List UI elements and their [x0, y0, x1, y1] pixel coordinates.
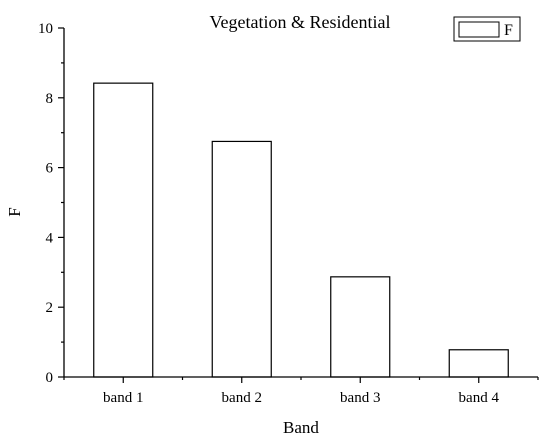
y-axis-title: F — [5, 207, 24, 216]
x-tick-label: band 1 — [103, 390, 143, 406]
x-axis-title: Band — [283, 418, 319, 437]
bar-band-1 — [93, 82, 154, 378]
legend-label: F — [504, 22, 513, 39]
bar-band-2 — [211, 140, 272, 378]
x-tick-label: band 4 — [459, 390, 500, 406]
bar-band-3 — [330, 276, 391, 378]
y-tick-label: 2 — [46, 300, 54, 316]
y-tick-label: 4 — [46, 230, 54, 246]
x-ticks: band 1 band 2 band 3 band 4 — [63, 377, 539, 406]
y-tick-label: 8 — [46, 91, 54, 107]
bar-band-4 — [448, 349, 509, 378]
y-ticks: 0 2 4 6 8 10 — [38, 21, 64, 386]
y-tick-label: 6 — [46, 161, 54, 177]
y-tick-label: 10 — [38, 21, 53, 37]
x-tick-label: band 3 — [340, 390, 380, 406]
legend: F — [453, 16, 521, 42]
chart-title: Vegetation & Residential — [210, 12, 391, 32]
legend-swatch — [458, 21, 500, 38]
bars-layer — [93, 82, 509, 378]
x-tick-label: band 2 — [222, 390, 262, 406]
y-tick-label: 0 — [46, 370, 54, 386]
